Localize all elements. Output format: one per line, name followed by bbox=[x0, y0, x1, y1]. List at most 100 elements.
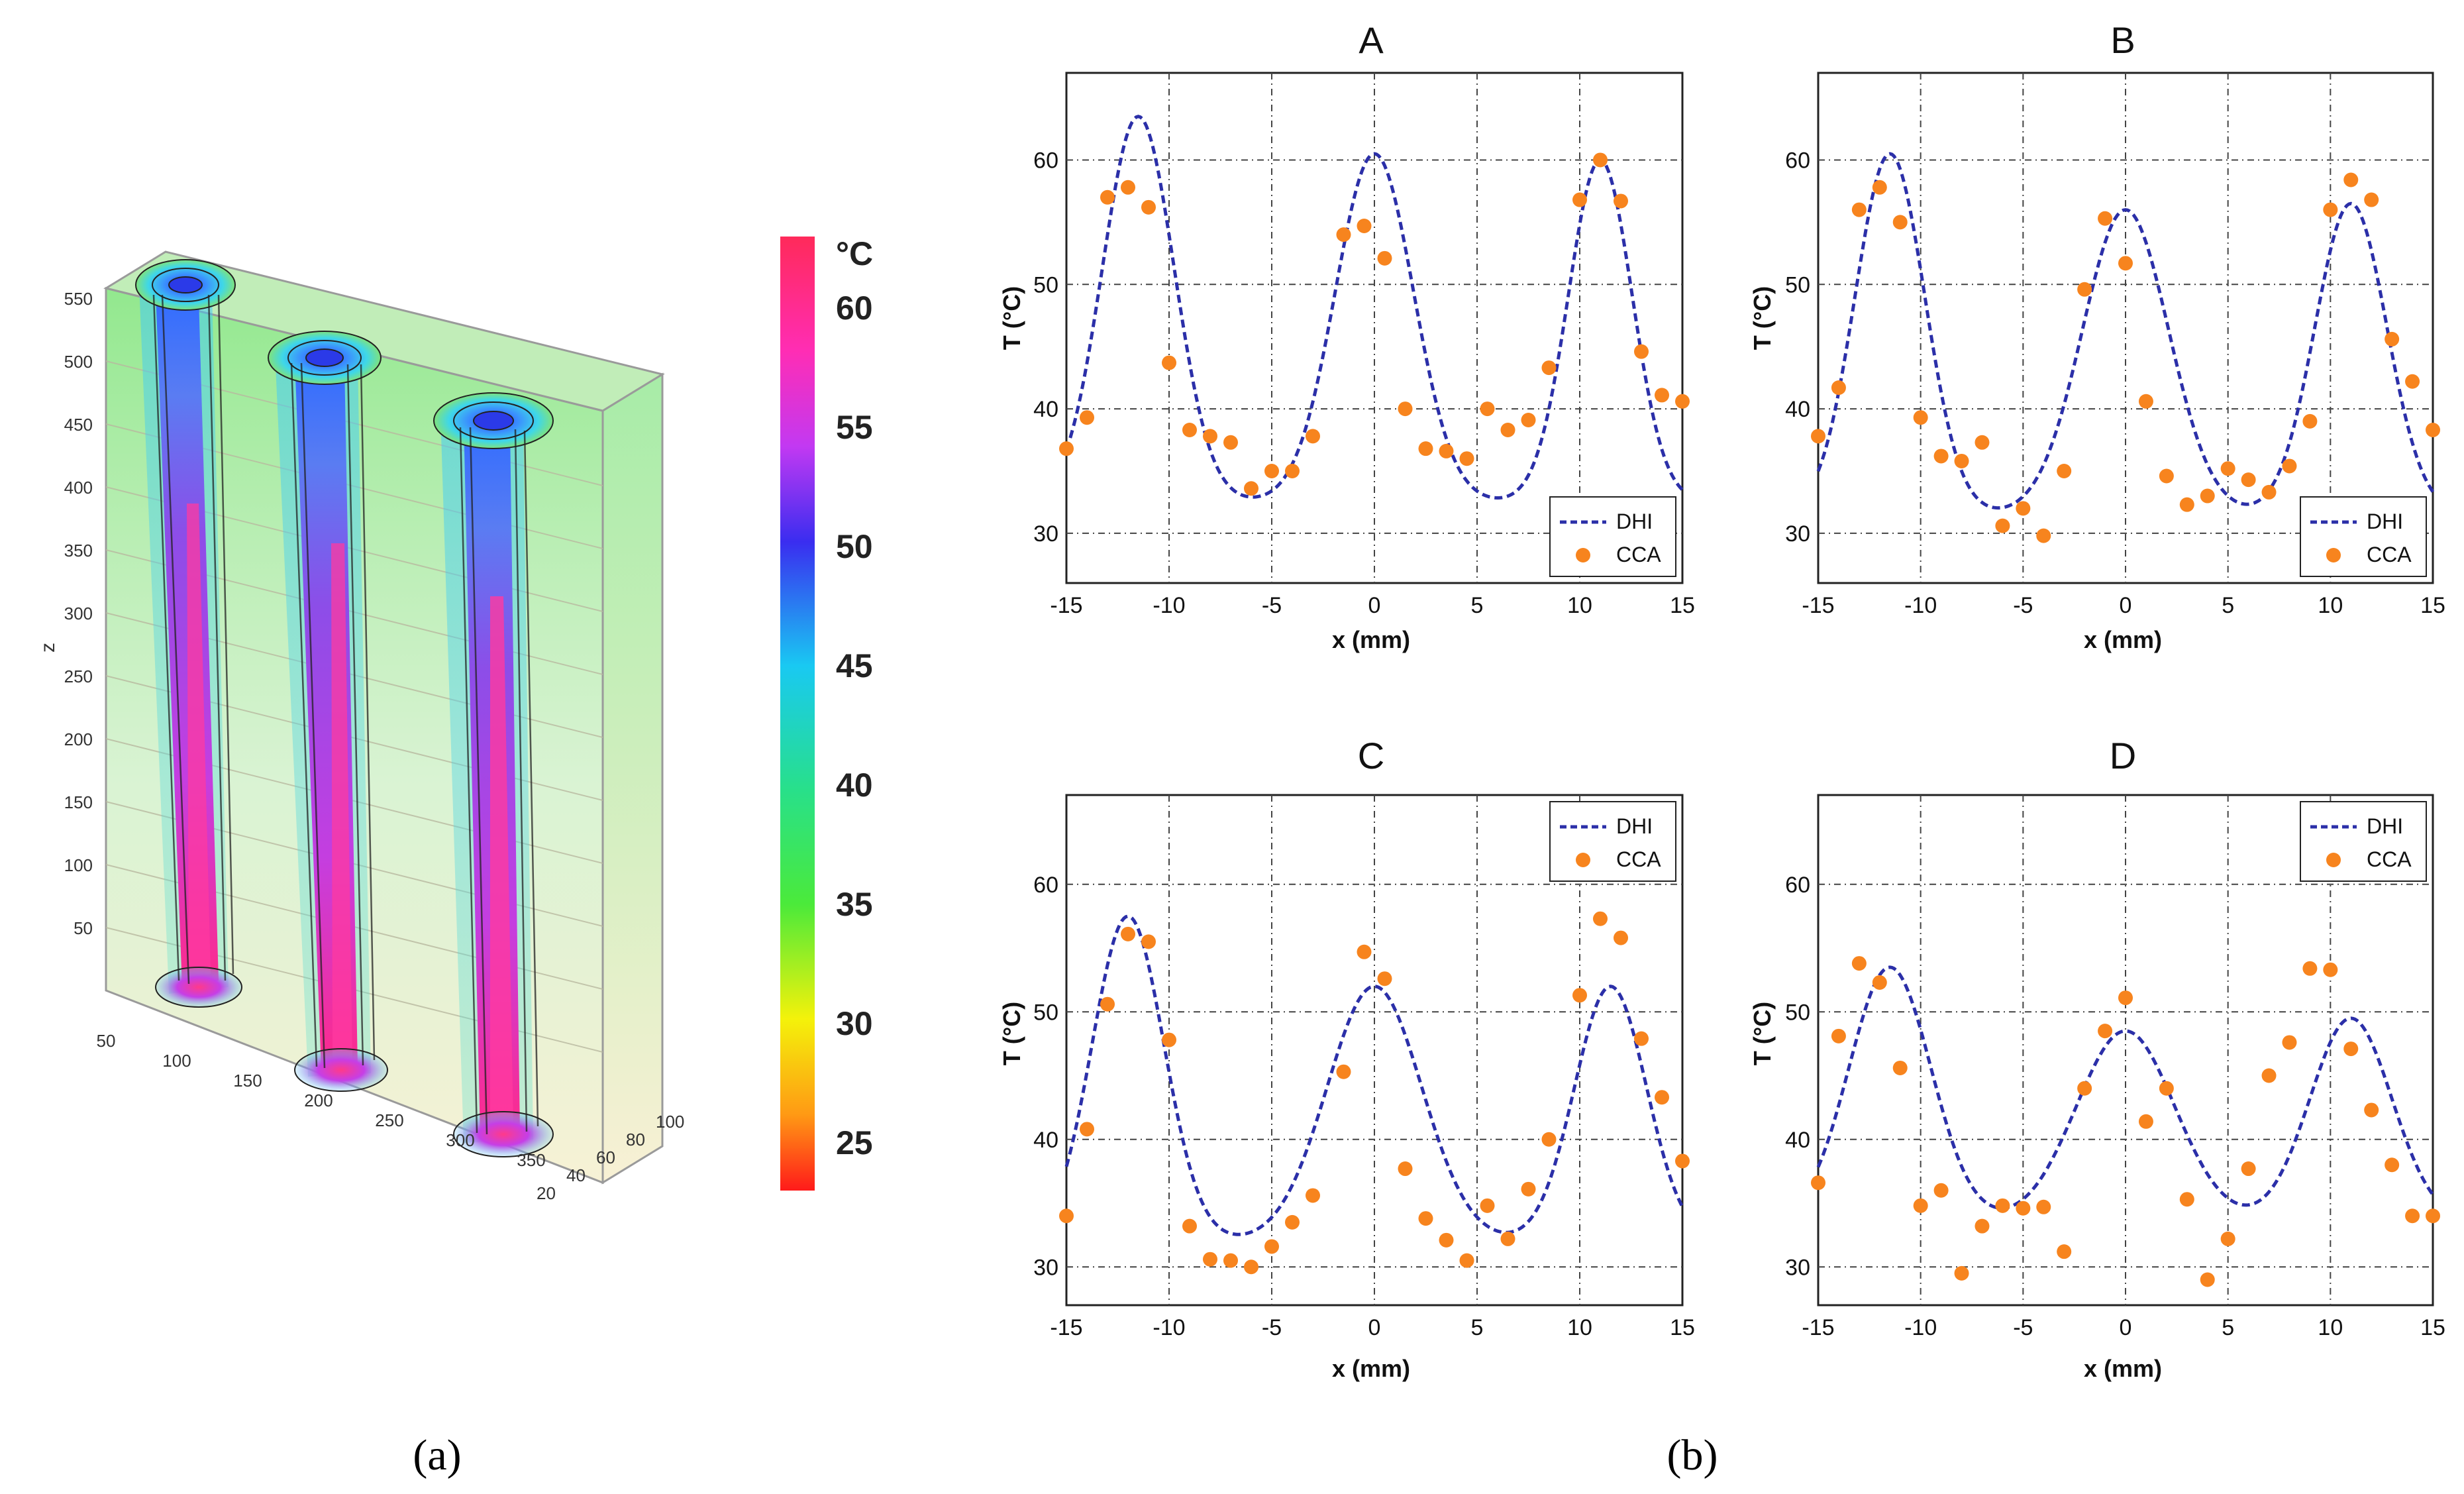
volume-side-face bbox=[601, 372, 664, 1185]
cca-point bbox=[1593, 152, 1608, 168]
cca-point bbox=[2426, 423, 2440, 437]
cca-point bbox=[2200, 1272, 2215, 1287]
x-tick-label: 5 bbox=[2222, 593, 2234, 618]
cca-point bbox=[2159, 1081, 2174, 1096]
z-tick-label: 250 bbox=[64, 667, 93, 686]
cca-point bbox=[1913, 1198, 1928, 1213]
x-tick-label: -15 bbox=[1802, 1315, 1834, 1340]
z-tick-label: 200 bbox=[64, 729, 93, 749]
legend-dhi-label: DHI bbox=[2367, 814, 2403, 838]
y-axis-label: T (°C) bbox=[1749, 286, 1776, 350]
chart-title: D bbox=[2110, 735, 2136, 776]
legend: DHI CCA bbox=[2300, 801, 2427, 882]
cca-point bbox=[1357, 219, 1372, 233]
cca-point bbox=[2179, 1192, 2194, 1207]
cca-point bbox=[1851, 202, 1867, 217]
cca-point bbox=[1377, 250, 1392, 266]
colorbar-tick-label: 35 bbox=[836, 886, 873, 923]
cca-point bbox=[1306, 1188, 1320, 1203]
y-tick-label: 30 bbox=[1785, 1255, 1810, 1280]
y-tick-label: 30 bbox=[1033, 521, 1058, 547]
cca-point bbox=[1521, 412, 1536, 427]
z-tick-label: 100 bbox=[64, 855, 93, 875]
x-tick-label: 0 bbox=[1368, 593, 1381, 618]
cca-point bbox=[1572, 192, 1587, 207]
cca-point bbox=[2098, 1024, 2113, 1039]
cca-point bbox=[1521, 1181, 1536, 1197]
x-tick-label: -15 bbox=[1050, 593, 1082, 618]
y-tick-label: 60 bbox=[1785, 873, 1810, 898]
x-axis-label: x (mm) bbox=[2084, 1355, 2162, 1382]
y-tick-label: 50 bbox=[1785, 1000, 1810, 1025]
cca-point bbox=[2077, 1081, 2092, 1096]
legend-cca-swatch bbox=[1576, 853, 1590, 867]
chart-A: -15 -10 -5 0 5 10 15 30 40 50 60 Ax (mm) T (°C) DHI CC… bbox=[998, 19, 1695, 653]
y-tick-label: 50 bbox=[1785, 272, 1810, 297]
cca-point bbox=[1851, 956, 1867, 971]
cca-point bbox=[1459, 1253, 1474, 1268]
y-tick-label: 30 bbox=[1785, 521, 1810, 547]
legend-dhi-label: DHI bbox=[1616, 509, 1653, 533]
x-tick-label: 0 bbox=[1368, 1315, 1381, 1340]
cca-point bbox=[2036, 1199, 2051, 1214]
cca-point bbox=[1244, 1259, 1258, 1275]
x-tick-label: -5 bbox=[1262, 593, 1282, 618]
x-tick-label: 5 bbox=[2222, 1315, 2234, 1340]
x-axis-label: x (mm) bbox=[1332, 1355, 1410, 1382]
cca-point bbox=[2261, 484, 2277, 500]
hot-column-2 bbox=[268, 331, 388, 1092]
cca-point bbox=[1933, 449, 1949, 464]
z-tick-label: 400 bbox=[64, 478, 93, 498]
x-axis-ticks: 50 100 150 200 250 300 350 bbox=[97, 1031, 546, 1170]
cca-point bbox=[1418, 1211, 1433, 1226]
colorbar-tick-label: 25 bbox=[836, 1124, 873, 1161]
cca-point bbox=[2405, 1208, 2420, 1224]
y-tick-label: 60 bbox=[596, 1147, 615, 1167]
y-tick-label: 40 bbox=[1785, 1128, 1810, 1153]
x-tick-label: -10 bbox=[1153, 1315, 1185, 1340]
x-tick-label: 10 bbox=[2318, 593, 2343, 618]
cca-point bbox=[1675, 1153, 1690, 1169]
cca-point bbox=[2098, 211, 2113, 226]
colorbar-unit: °C bbox=[836, 235, 873, 272]
x-tick-label: 300 bbox=[446, 1130, 474, 1150]
cca-point bbox=[1398, 1161, 1413, 1177]
cca-point bbox=[2364, 1102, 2379, 1118]
cca-point bbox=[1264, 463, 1279, 478]
legend-cca-label: CCA bbox=[2367, 543, 2412, 566]
cca-point bbox=[2343, 1041, 2359, 1057]
legend: DHI CCA bbox=[1549, 801, 1676, 882]
x-tick-label: 50 bbox=[97, 1031, 116, 1051]
cca-point bbox=[1439, 443, 1454, 458]
x-tick-label: -5 bbox=[1262, 1315, 1282, 1340]
chart-B: -15 -10 -5 0 5 10 15 30 40 50 60 Bx (mm) T (°C) DHI CC… bbox=[1749, 19, 2445, 653]
cca-point bbox=[2036, 528, 2051, 543]
cca-point bbox=[2241, 1161, 2256, 1177]
cca-point bbox=[2282, 1035, 2297, 1050]
cca-point bbox=[1500, 423, 1515, 437]
dhi-curve bbox=[1064, 914, 1684, 1236]
cca-point bbox=[2159, 468, 2174, 484]
z-axis-ticks: 50 100 150 200 250 300 350 400 450 500 550 bbox=[64, 289, 93, 938]
y-tick-label: 30 bbox=[1033, 1255, 1058, 1280]
x-tick-label: 250 bbox=[375, 1110, 403, 1130]
x-tick-label: -10 bbox=[1153, 593, 1185, 618]
cca-point bbox=[2016, 1201, 2031, 1216]
cca-point bbox=[1336, 227, 1351, 242]
legend-cca-label: CCA bbox=[2367, 847, 2412, 871]
cca-point bbox=[1141, 199, 1156, 215]
x-tick-label: 10 bbox=[2318, 1315, 2343, 1340]
y-axis-label: T (°C) bbox=[998, 1002, 1025, 1065]
y-tick-label: 80 bbox=[626, 1130, 645, 1149]
x-tick-label: -5 bbox=[2013, 1315, 2033, 1340]
cca-point bbox=[1892, 1060, 1908, 1075]
colorbar-tick-label: 55 bbox=[836, 409, 873, 446]
cca-point bbox=[1059, 1208, 1074, 1224]
cca-point bbox=[1541, 360, 1557, 376]
cca-point bbox=[2302, 413, 2318, 429]
y-tick-label: 40 bbox=[1033, 1128, 1058, 1153]
z-tick-label: 150 bbox=[64, 792, 93, 812]
cca-point bbox=[2077, 282, 2092, 297]
legend-box bbox=[2300, 496, 2427, 577]
